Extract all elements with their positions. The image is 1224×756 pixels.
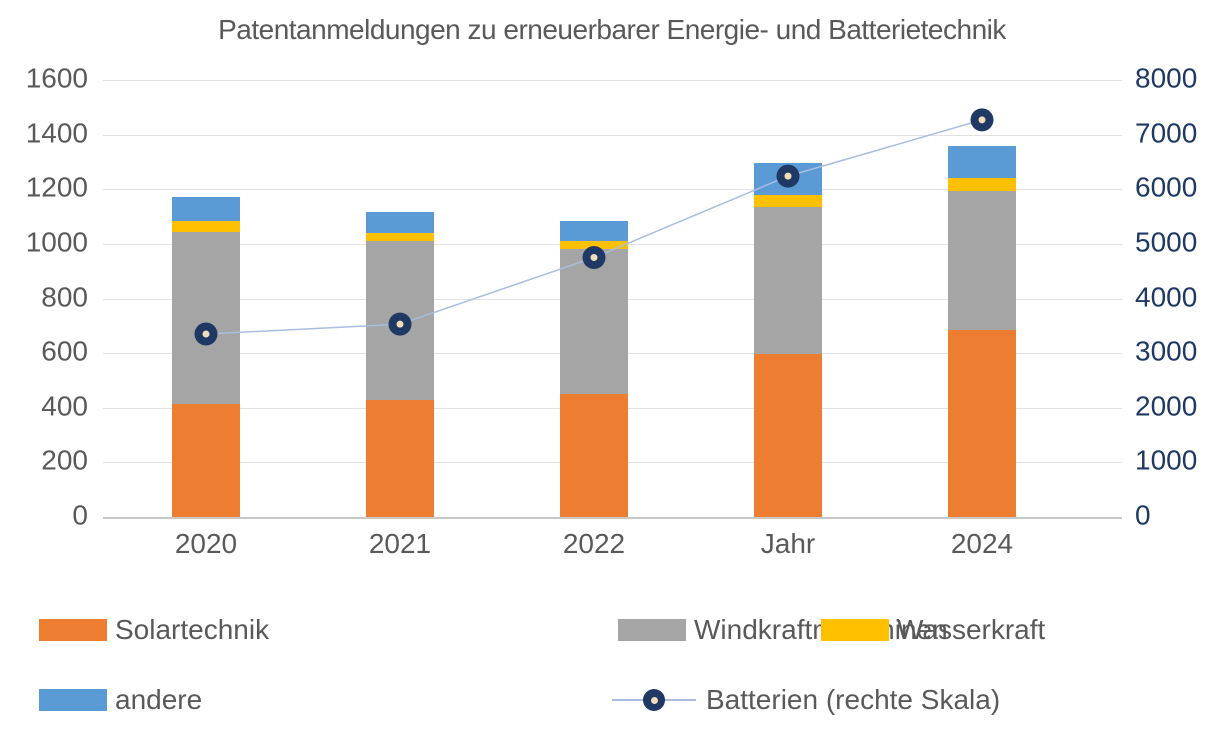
right-axis-tick-label: 8000 [1135, 62, 1198, 94]
bar-segment-windkraftmaschinen [948, 190, 1016, 330]
bar-segment-wasserkraft [560, 241, 628, 250]
left-axis-tick-label: 400 [41, 390, 88, 422]
left-axis-tick-label: 1000 [25, 226, 88, 258]
chart-title: Patentanmeldungen zu erneuerbarer Energi… [218, 14, 1006, 45]
left-axis-tick-label: 200 [41, 445, 88, 477]
left-axis-tick-label: 600 [41, 335, 88, 367]
x-axis-line [103, 517, 1122, 519]
bar-segment-windkraftmaschinen [754, 207, 822, 355]
legend-item-batterien-rechte-skala-: Batterien (rechte Skala) [612, 684, 1001, 715]
bar-segment-solartechnik [948, 329, 1016, 517]
bar-segment-solartechnik [560, 394, 628, 517]
plot-area [103, 80, 1122, 519]
x-axis-category-label: 2020 [174, 528, 238, 559]
legend-label: Solartechnik [115, 614, 270, 645]
bar-segment-solartechnik [172, 403, 240, 517]
right-axis-tick-label: 5000 [1135, 226, 1198, 258]
legend-label: Batterien (rechte Skala) [706, 684, 1001, 715]
legend-item-andere: andere [39, 684, 203, 715]
bar-segment-windkraftmaschinen [172, 231, 240, 404]
bar-segment-wasserkraft [172, 220, 240, 232]
left-axis-tick-label: 1400 [25, 117, 88, 149]
legend-line-marker [612, 688, 696, 712]
legend-swatch [618, 619, 686, 641]
bar-segment-solartechnik [366, 399, 434, 517]
x-axis-category-label: 2021 [368, 528, 432, 559]
bar-segment-andere [754, 163, 822, 195]
bar-segment-andere [560, 220, 628, 242]
legend-label: Wasserkraft [897, 614, 1046, 645]
bar-segment-andere [172, 197, 240, 221]
legend-label: Windkraftmaschinen [694, 614, 948, 646]
left-axis-tick-label: 1200 [25, 171, 88, 203]
left-axis-tick-label: 800 [41, 281, 88, 313]
left-axis: 0 200 400 600 800 1000 1200 1400 1600 [0, 63, 88, 531]
left-axis-tick-label: 1600 [25, 62, 88, 94]
bar-segment-wasserkraft [366, 232, 434, 242]
right-axis-tick-label: 7000 [1135, 117, 1198, 149]
right-axis: 0 1000 2000 3000 4000 5000 6000 7000 8000 [1135, 63, 1223, 531]
bar-segment-solartechnik [754, 354, 822, 517]
gridline [103, 80, 1122, 81]
bar-segment-andere [948, 145, 1016, 179]
legend-item-solartechnik: Solartechnik [39, 614, 270, 645]
legend-swatch [39, 689, 107, 711]
bar-segment-wasserkraft [754, 194, 822, 207]
right-axis-tick-label: 0 [1135, 499, 1151, 531]
legend-item-windkraftmaschinen: Windkraftmaschinen [618, 614, 948, 646]
legend-swatch [39, 619, 107, 641]
x-axis-category-label: Jahr [760, 528, 816, 559]
right-axis-tick-label: 1000 [1135, 445, 1198, 477]
right-axis-tick-label: 4000 [1135, 281, 1198, 313]
left-axis-tick-label: 0 [72, 499, 88, 531]
x-axis-category-label: 2022 [562, 528, 626, 559]
legend-item-wasserkraft: Wasserkraft [821, 614, 1046, 645]
bar-segment-windkraftmaschinen [560, 249, 628, 395]
right-axis-tick-label: 6000 [1135, 171, 1198, 203]
bar-segment-wasserkraft [948, 178, 1016, 191]
right-axis-tick-label: 2000 [1135, 390, 1198, 422]
bar-segment-windkraftmaschinen [366, 241, 434, 400]
bar-segment-andere [366, 212, 434, 233]
legend-label: andere [115, 684, 203, 715]
right-axis-tick-label: 3000 [1135, 335, 1198, 367]
x-axis-category-label: 2024 [950, 528, 1014, 559]
gridline [103, 134, 1122, 136]
legend-swatch [821, 619, 889, 641]
